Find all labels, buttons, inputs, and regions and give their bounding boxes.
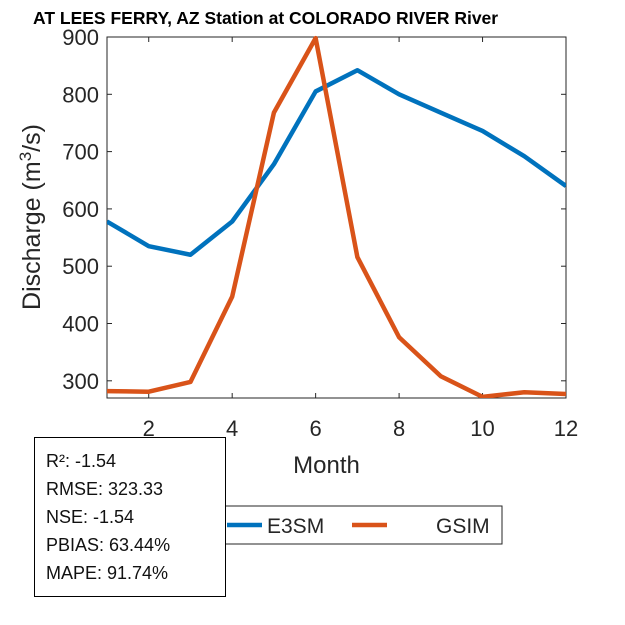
y-tick-label: 500 [62, 254, 99, 279]
y-tick-label: 700 [62, 140, 99, 165]
y-tick-label: 800 [62, 82, 99, 107]
chart-title: AT LEES FERRY, AZ Station at COLORADO RI… [33, 8, 499, 28]
y-tick-label: 900 [62, 25, 99, 50]
x-tick-label: 2 [143, 416, 155, 441]
y-tick-label: 400 [62, 312, 99, 337]
x-axis-label: Month [293, 452, 360, 479]
stat-r2: R²: -1.54 [46, 451, 117, 471]
legend-label-e3sm: E3SM [267, 515, 324, 538]
x-tick-label: 6 [310, 416, 322, 441]
x-tick-label: 8 [393, 416, 405, 441]
stat-pbias: PBIAS: 63.44% [46, 535, 171, 555]
stat-rmse: RMSE: 323.33 [46, 479, 164, 499]
stat-mape: MAPE: 91.74% [46, 563, 169, 583]
x-tick-label: 4 [226, 416, 238, 441]
y-axis-label: Discharge (m3/s) [16, 124, 46, 310]
x-tick-label: 10 [470, 416, 494, 441]
x-tick-label: 12 [554, 416, 578, 441]
stat-nse: NSE: -1.54 [46, 507, 135, 527]
plot-frame [106, 36, 567, 399]
stats-box: R²: -1.54 RMSE: 323.33 NSE: -1.54 PBIAS:… [34, 437, 226, 597]
y-tick-label: 600 [62, 197, 99, 222]
series-line-gsim [107, 35, 566, 398]
series-line-e3sm [107, 67, 566, 257]
y-tick-label: 300 [62, 369, 99, 394]
legend-label-gsim: GSIM [436, 515, 490, 538]
